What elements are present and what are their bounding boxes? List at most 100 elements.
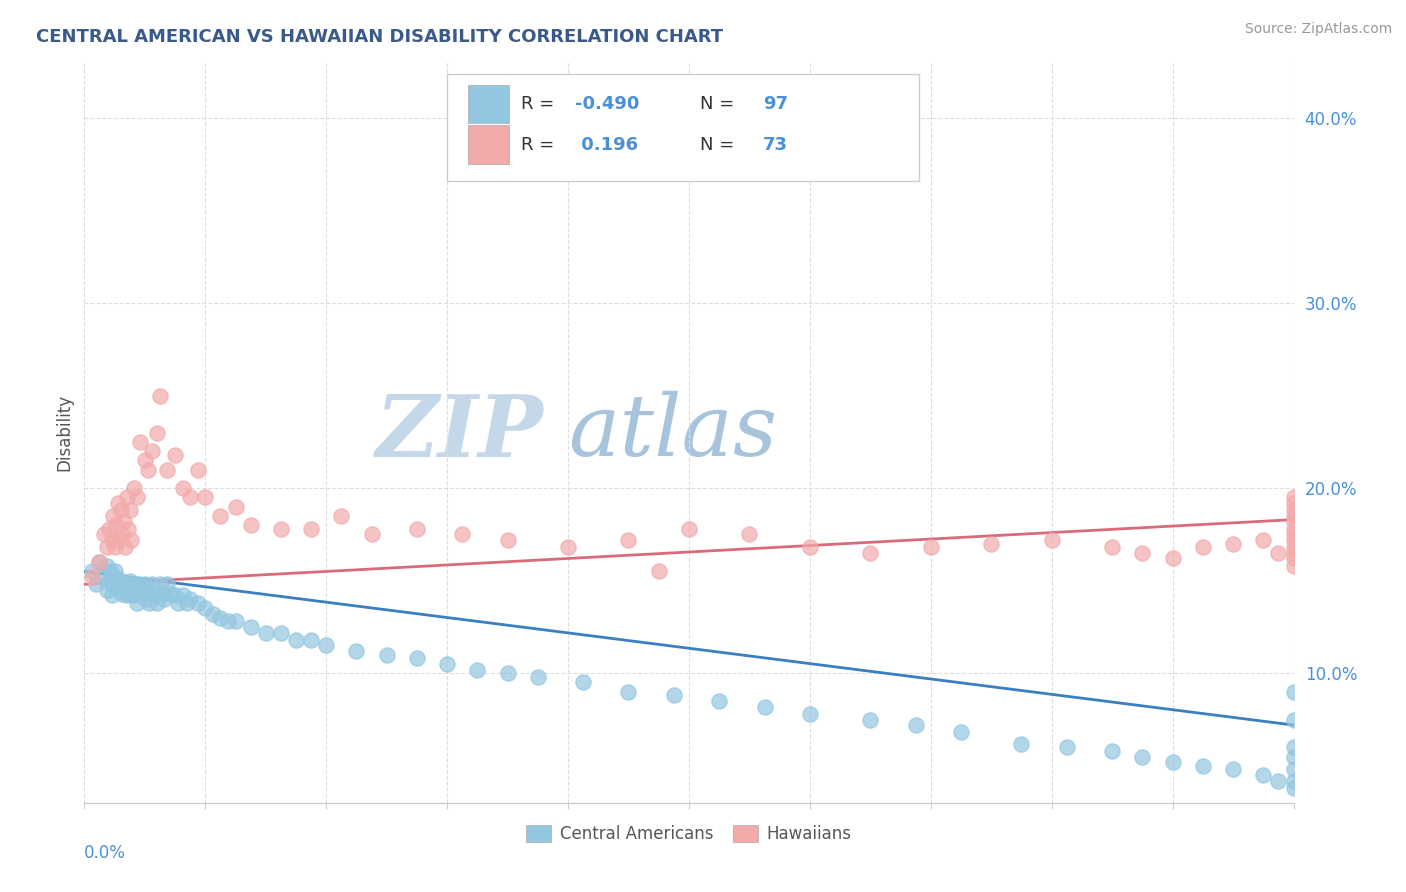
Point <box>1267 773 1289 788</box>
Point <box>1282 491 1305 505</box>
Point <box>134 577 156 591</box>
Point <box>254 625 277 640</box>
Point <box>127 491 149 505</box>
Text: 97: 97 <box>762 95 787 113</box>
Point <box>1253 768 1275 782</box>
Point <box>131 582 153 597</box>
Text: Source: ZipAtlas.com: Source: ZipAtlas.com <box>1244 22 1392 37</box>
Point <box>738 527 761 541</box>
Point <box>153 592 176 607</box>
Point <box>135 592 157 607</box>
Point <box>111 527 134 541</box>
Text: R =: R = <box>520 136 560 153</box>
Point <box>1282 533 1305 547</box>
Point <box>1056 740 1078 755</box>
Point <box>122 589 145 603</box>
Point <box>121 582 143 597</box>
Point <box>1282 551 1305 566</box>
Point <box>1282 740 1305 755</box>
Point <box>1282 685 1305 699</box>
Point <box>187 462 209 476</box>
Point <box>127 582 149 597</box>
Text: -0.490: -0.490 <box>575 95 640 113</box>
Point <box>93 527 115 541</box>
Point <box>104 541 127 555</box>
Point <box>146 425 169 440</box>
Point <box>112 577 135 591</box>
Point <box>1222 536 1244 550</box>
Point <box>117 577 139 591</box>
Point <box>108 577 131 591</box>
Point <box>1282 522 1305 536</box>
Point <box>557 541 579 555</box>
Point <box>179 592 201 607</box>
Point <box>799 706 821 721</box>
Point <box>96 558 118 573</box>
Point <box>270 625 292 640</box>
Point <box>187 596 209 610</box>
Point <box>97 574 120 588</box>
Point <box>172 481 194 495</box>
Point <box>122 481 145 495</box>
Point <box>89 555 111 569</box>
Point <box>111 574 134 588</box>
Point <box>1282 515 1305 529</box>
Point <box>138 596 160 610</box>
Point <box>1282 780 1305 795</box>
Point <box>1130 546 1153 560</box>
Point <box>451 527 474 541</box>
Point <box>156 577 179 591</box>
Point <box>179 491 201 505</box>
Point <box>115 491 138 505</box>
Point <box>100 577 122 591</box>
Point <box>115 589 138 603</box>
Point <box>136 462 159 476</box>
Point <box>97 522 120 536</box>
Point <box>142 589 165 603</box>
Point <box>128 577 150 591</box>
Point <box>1130 749 1153 764</box>
Point <box>859 713 882 727</box>
Text: CENTRAL AMERICAN VS HAWAIIAN DISABILITY CORRELATION CHART: CENTRAL AMERICAN VS HAWAIIAN DISABILITY … <box>37 28 723 45</box>
Point <box>330 508 353 523</box>
Legend: Central Americans, Hawaiians: Central Americans, Hawaiians <box>520 819 858 850</box>
Point <box>617 685 640 699</box>
Point <box>120 577 142 591</box>
Point <box>110 503 132 517</box>
Point <box>950 725 973 739</box>
Point <box>110 582 132 597</box>
Point <box>859 546 882 560</box>
Point <box>527 166 550 180</box>
Point <box>239 518 262 533</box>
Point <box>360 527 382 541</box>
Point <box>1161 755 1184 769</box>
Point <box>107 582 129 597</box>
Point <box>209 610 232 624</box>
Point <box>136 582 159 597</box>
Point <box>496 533 519 547</box>
Point <box>114 582 136 597</box>
Point <box>141 577 163 591</box>
Point <box>134 453 156 467</box>
Point <box>129 589 152 603</box>
Point <box>1282 558 1305 573</box>
Point <box>108 533 131 547</box>
Point <box>96 541 118 555</box>
Point <box>1161 551 1184 566</box>
Point <box>107 496 129 510</box>
Point <box>406 651 429 665</box>
Point <box>406 522 429 536</box>
Point <box>194 601 217 615</box>
Point <box>709 694 731 708</box>
Text: atlas: atlas <box>568 392 778 474</box>
Point <box>1011 737 1033 751</box>
Point <box>96 582 118 597</box>
Point <box>80 570 103 584</box>
Text: R =: R = <box>520 95 560 113</box>
Point <box>100 589 122 603</box>
Point <box>141 444 163 458</box>
Point <box>754 699 776 714</box>
Point <box>1282 749 1305 764</box>
Point <box>1192 758 1215 772</box>
Point <box>648 565 671 579</box>
